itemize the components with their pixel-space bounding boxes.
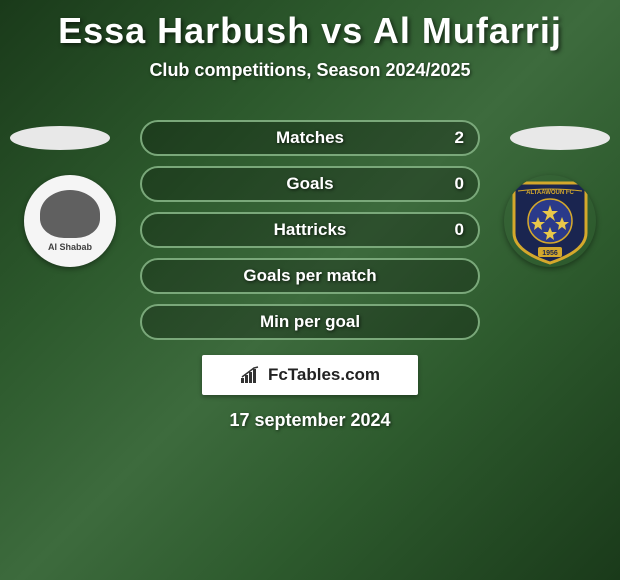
comparison-title: Essa Harbush vs Al Mufarrij (0, 0, 620, 52)
stat-label: Min per goal (260, 312, 360, 332)
stat-row-matches: Matches 2 (140, 120, 480, 156)
club-badge-left-crest (40, 190, 100, 238)
date-label: 17 september 2024 (0, 410, 620, 431)
stat-value-right: 0 (455, 174, 464, 194)
club-badge-left: Al Shabab (24, 175, 116, 267)
club-badge-left-label: Al Shabab (48, 242, 92, 252)
chart-icon (240, 366, 262, 384)
stats-container: Matches 2 Goals 0 Hattricks 0 Goals per … (140, 120, 480, 350)
stat-row-goals: Goals 0 (140, 166, 480, 202)
stat-row-hattricks: Hattricks 0 (140, 212, 480, 248)
stat-row-min-per-goal: Min per goal (140, 304, 480, 340)
stat-row-goals-per-match: Goals per match (140, 258, 480, 294)
branding-text: FcTables.com (268, 365, 380, 385)
stat-label: Goals per match (243, 266, 376, 286)
left-player-ellipse (10, 126, 110, 150)
badge-right-top-text: ALTAAWOUN FC (526, 190, 574, 196)
right-player-ellipse (510, 126, 610, 150)
stat-label: Matches (276, 128, 344, 148)
stat-value-right: 0 (455, 220, 464, 240)
badge-right-year: 1956 (542, 250, 558, 257)
stat-label: Hattricks (274, 220, 347, 240)
stat-value-right: 2 (455, 128, 464, 148)
branding-badge: FcTables.com (202, 355, 418, 395)
club-badge-right: ALTAAWOUN FC 1956 (504, 175, 596, 267)
comparison-subtitle: Club competitions, Season 2024/2025 (0, 60, 620, 81)
stat-label: Goals (286, 174, 333, 194)
